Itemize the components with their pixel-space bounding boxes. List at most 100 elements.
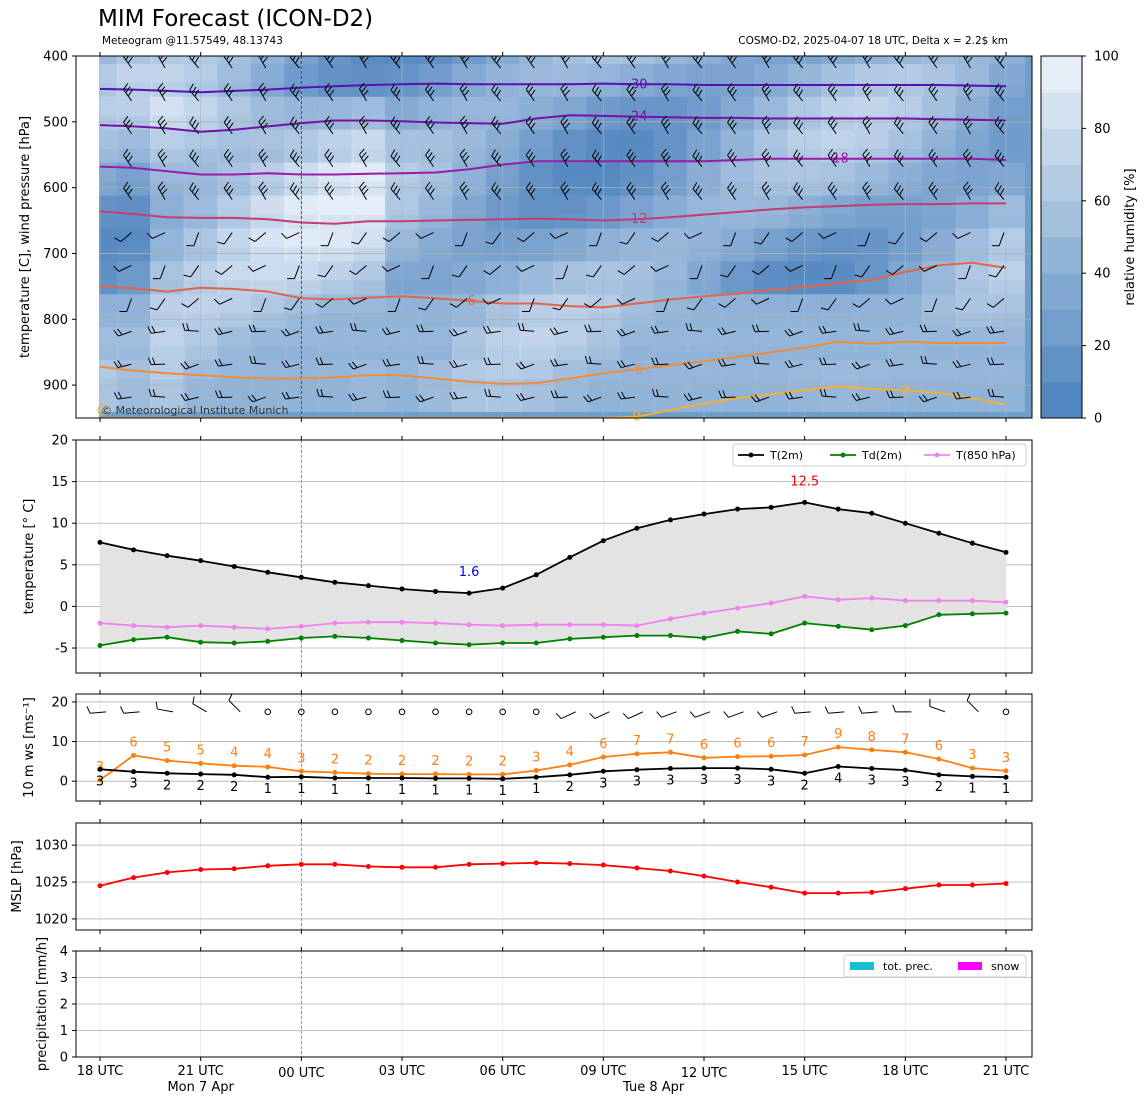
wind-barb: [459, 148, 470, 167]
wind-barb: [181, 297, 199, 308]
wind-barb: [149, 298, 166, 311]
wind-barb: [818, 325, 837, 334]
surface-wind-barb: [656, 711, 677, 718]
panel-frame: [75, 439, 1033, 674]
barb-flag: [750, 298, 757, 305]
wind-barb: [157, 115, 168, 135]
barb-shaft: [491, 89, 502, 102]
calm-wind-marker: [264, 708, 272, 716]
wind-barb: [317, 265, 334, 278]
barb-flag: [262, 155, 268, 162]
barb-flag: [999, 188, 1005, 196]
barb-flag: [689, 323, 693, 331]
barb-shaft: [789, 330, 803, 337]
barb-flag: [493, 185, 499, 193]
series-point: [869, 595, 875, 601]
series-point: [902, 520, 908, 526]
wind-barb: [750, 394, 770, 403]
barb-flag: [258, 115, 264, 123]
barb-shaft: [189, 155, 200, 168]
barb-shaft: [251, 362, 266, 365]
barb-flag: [182, 323, 186, 331]
barb-flag: [896, 185, 902, 193]
wind-barb: [284, 298, 300, 311]
wind-barb: [89, 150, 98, 167]
x-tick-label: 18 UTC: [77, 1064, 123, 1079]
barb-flag: [113, 330, 119, 337]
barb-shaft: [928, 154, 938, 168]
barb-flag: [553, 358, 559, 366]
barb-flag: [990, 325, 995, 333]
barb-flag: [258, 56, 260, 57]
barb-flag: [159, 119, 166, 126]
barb-flag: [359, 148, 365, 155]
barb-flag: [395, 122, 401, 130]
wind-barb: [281, 328, 300, 337]
barb-flag: [761, 82, 768, 90]
barb-flag: [519, 393, 525, 400]
wind-barb: [449, 391, 468, 400]
y-tick-label: 15: [51, 475, 68, 490]
barb-flag: [260, 152, 266, 159]
barb-shaft: [254, 232, 267, 242]
barb-flag: [324, 83, 330, 90]
wind-barb: [381, 327, 401, 336]
speed-label: 1: [398, 783, 406, 798]
barb-shaft: [856, 363, 870, 370]
barb-flag: [616, 298, 623, 305]
wind-barb: [918, 394, 938, 403]
barb-shaft: [789, 265, 803, 272]
barb-flag: [525, 181, 531, 189]
wind-barb: [919, 232, 938, 242]
wind-barb: [315, 357, 333, 366]
barb-flag: [594, 56, 599, 61]
barb-flag: [986, 303, 994, 308]
barb-shaft: [187, 297, 199, 308]
barb-flag: [416, 324, 421, 332]
barb-flag: [967, 56, 973, 64]
barb-flag: [885, 298, 892, 305]
barb-flag: [661, 115, 667, 123]
wind-barb: [382, 232, 401, 242]
barb-flag: [626, 115, 632, 123]
barb-shaft: [827, 89, 837, 102]
barb-flag: [113, 392, 119, 400]
barb-flag: [594, 152, 600, 160]
speed-label: 4: [566, 745, 574, 760]
barb-flag: [161, 122, 168, 129]
barb-shaft: [621, 363, 636, 369]
barb-flag: [463, 155, 470, 162]
wind-barb: [584, 355, 602, 365]
series-point: [634, 633, 640, 639]
wind-barb: [928, 115, 939, 135]
speed-label: 9: [834, 727, 842, 742]
wind-barb: [348, 361, 367, 370]
barb-flag: [393, 56, 397, 61]
barb-shaft: [654, 395, 669, 398]
wind-barb: [819, 388, 837, 398]
wind-barb: [213, 297, 233, 305]
series-point: [667, 766, 673, 772]
y-tick-label: 800: [43, 313, 68, 328]
surface-wind-barb: [155, 701, 174, 713]
barb-shaft: [117, 363, 132, 369]
barb-flag: [628, 56, 633, 61]
barb-flag: [999, 155, 1005, 163]
barb-shaft: [458, 265, 468, 278]
barb-flag: [562, 56, 567, 60]
barb-flag: [149, 307, 158, 311]
barb-flag: [785, 237, 793, 242]
barb-flag: [727, 115, 733, 123]
barb-shaft: [994, 89, 1005, 102]
barb-shaft: [929, 705, 946, 713]
barb-flag: [827, 148, 833, 156]
barb-flag: [864, 56, 869, 60]
barb-flag: [390, 149, 396, 157]
barb-flag: [692, 83, 698, 91]
series-point: [433, 640, 439, 646]
barb-shaft: [724, 297, 736, 308]
series-point: [667, 517, 673, 523]
barb-flag: [92, 54, 96, 60]
barb-flag: [987, 388, 991, 397]
mslp-point: [969, 882, 975, 888]
